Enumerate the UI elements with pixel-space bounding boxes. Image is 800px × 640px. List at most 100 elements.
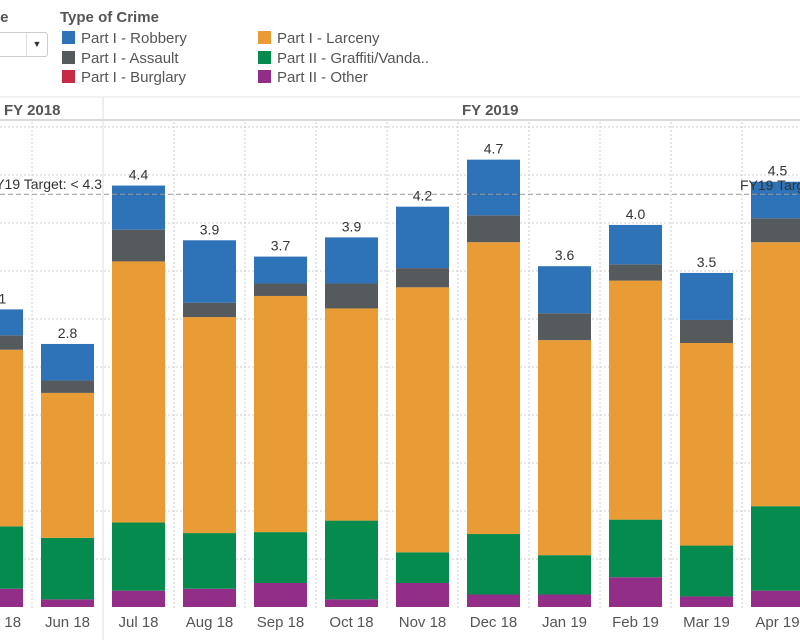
bar-segment bbox=[0, 335, 23, 350]
bar-segment bbox=[112, 185, 165, 230]
bar-total-label: 3.6 bbox=[555, 247, 575, 263]
bar-segment bbox=[467, 594, 520, 607]
legend-label: Part I - Assault bbox=[81, 49, 179, 67]
bar-total-label: 4.7 bbox=[484, 141, 504, 157]
bar-segment bbox=[680, 545, 733, 597]
bar-segment bbox=[751, 242, 800, 507]
bar-segment bbox=[325, 599, 378, 607]
bar-segment bbox=[609, 519, 662, 578]
bar-total-label: 3.9 bbox=[342, 218, 362, 234]
legend-item[interactable]: Part II - Graffiti/Vanda.. bbox=[258, 50, 429, 67]
bar-segment bbox=[325, 520, 378, 600]
bar-segment bbox=[41, 392, 94, 538]
bar-segment bbox=[112, 522, 165, 591]
bar-segment bbox=[0, 349, 23, 527]
legend-item[interactable]: Part I - Assault bbox=[62, 50, 179, 67]
bar-segment bbox=[609, 280, 662, 520]
bar-segment bbox=[751, 590, 800, 607]
legend-swatch bbox=[258, 50, 271, 64]
legend-swatch bbox=[258, 31, 271, 44]
bar-segment bbox=[538, 594, 591, 607]
bar-segment bbox=[112, 229, 165, 262]
bar-segment bbox=[467, 159, 520, 216]
legend-item[interactable]: Part I - Robbery bbox=[62, 30, 187, 47]
bar-segment bbox=[680, 272, 733, 320]
bar-total-label: 4.4 bbox=[129, 167, 149, 183]
legend-label: Part I - Robbery bbox=[81, 30, 187, 47]
bar-segment bbox=[680, 343, 733, 546]
bar-segment bbox=[396, 206, 449, 269]
bar-segment bbox=[183, 317, 236, 534]
fiscal-year-header: FY 2018 bbox=[4, 102, 60, 119]
legend-label: Part I - Burglary bbox=[81, 69, 187, 86]
legend-label: Part I - Larceny bbox=[277, 30, 380, 47]
bar-segment bbox=[41, 537, 94, 600]
legend-swatch bbox=[62, 50, 75, 64]
bar-segment bbox=[0, 588, 23, 607]
target-label: FY19 Target: < 4.3 bbox=[740, 177, 800, 193]
bar-segment bbox=[609, 264, 662, 281]
bar-segment bbox=[751, 506, 800, 591]
legend-item[interactable]: Part I - Burglary bbox=[62, 69, 186, 86]
bar-segment bbox=[680, 596, 733, 607]
bar-segment bbox=[183, 240, 236, 303]
bar-segment bbox=[325, 283, 378, 309]
category-label: Jan 19 bbox=[542, 614, 587, 631]
bar-segment bbox=[609, 224, 662, 265]
filter-title: Crime bbox=[0, 9, 9, 26]
bar-segment bbox=[538, 313, 591, 341]
category-label: Apr 19 bbox=[755, 614, 799, 631]
bar-segment bbox=[112, 590, 165, 607]
bar-total-label: 4.5 bbox=[768, 163, 788, 179]
bar-total-label: 2.8 bbox=[58, 325, 78, 341]
bar-segment bbox=[41, 599, 94, 607]
legend-swatch bbox=[258, 70, 271, 83]
category-label: Oct 18 bbox=[329, 614, 373, 631]
bar-segment bbox=[41, 343, 94, 381]
bar-segment bbox=[183, 302, 236, 318]
legend-title: Type of Crime bbox=[60, 9, 159, 26]
bar-segment bbox=[467, 242, 520, 535]
bar-segment bbox=[183, 588, 236, 607]
bar-segment bbox=[254, 295, 307, 533]
category-label: Jun 18 bbox=[45, 614, 90, 631]
bar-segment bbox=[254, 532, 307, 583]
bar-segment bbox=[396, 552, 449, 583]
bar-segment bbox=[396, 287, 449, 553]
bar-segment bbox=[538, 555, 591, 595]
bar-segment bbox=[254, 583, 307, 607]
category-label: Sep 18 bbox=[257, 614, 305, 631]
bar-segment bbox=[254, 283, 307, 296]
crime-filter-dropdown[interactable]: ▼ bbox=[0, 32, 48, 57]
bar-segment bbox=[538, 266, 591, 314]
legend-label: Part II - Other bbox=[277, 69, 368, 86]
bar-segment bbox=[396, 583, 449, 607]
legend-label: Part II - Graffiti/Vanda.. bbox=[277, 49, 430, 67]
bar-segment bbox=[254, 256, 307, 284]
category-label: Nov 18 bbox=[399, 614, 447, 631]
legend-swatch bbox=[62, 31, 75, 44]
category-label: Dec 18 bbox=[470, 614, 518, 631]
bar-segment bbox=[396, 268, 449, 288]
bar-segment bbox=[467, 534, 520, 595]
bar-total-label: 3.9 bbox=[200, 221, 220, 237]
bar-total-label: 4.2 bbox=[413, 188, 433, 204]
bar-segment bbox=[538, 340, 591, 556]
bar-segment bbox=[609, 577, 662, 607]
bar-segment bbox=[325, 237, 378, 284]
bar-total-label: 4.0 bbox=[626, 206, 646, 222]
bar-segment bbox=[680, 319, 733, 343]
legend-item[interactable]: Part I - Larceny bbox=[258, 30, 380, 47]
category-label: Feb 19 bbox=[612, 614, 659, 631]
bar-segment bbox=[751, 218, 800, 243]
category-label: Mar 19 bbox=[683, 614, 730, 631]
bar-total-label: 3.7 bbox=[271, 238, 291, 254]
target-label: FY19 Target: < 4.3 bbox=[0, 176, 102, 192]
category-label: Jul 18 bbox=[118, 614, 158, 631]
chevron-down-icon[interactable]: ▼ bbox=[26, 33, 47, 56]
bar-total-label: 3.1 bbox=[0, 290, 6, 306]
bar-segment bbox=[0, 526, 23, 589]
legend-swatch bbox=[62, 70, 75, 83]
legend-item[interactable]: Part II - Other bbox=[258, 69, 368, 86]
